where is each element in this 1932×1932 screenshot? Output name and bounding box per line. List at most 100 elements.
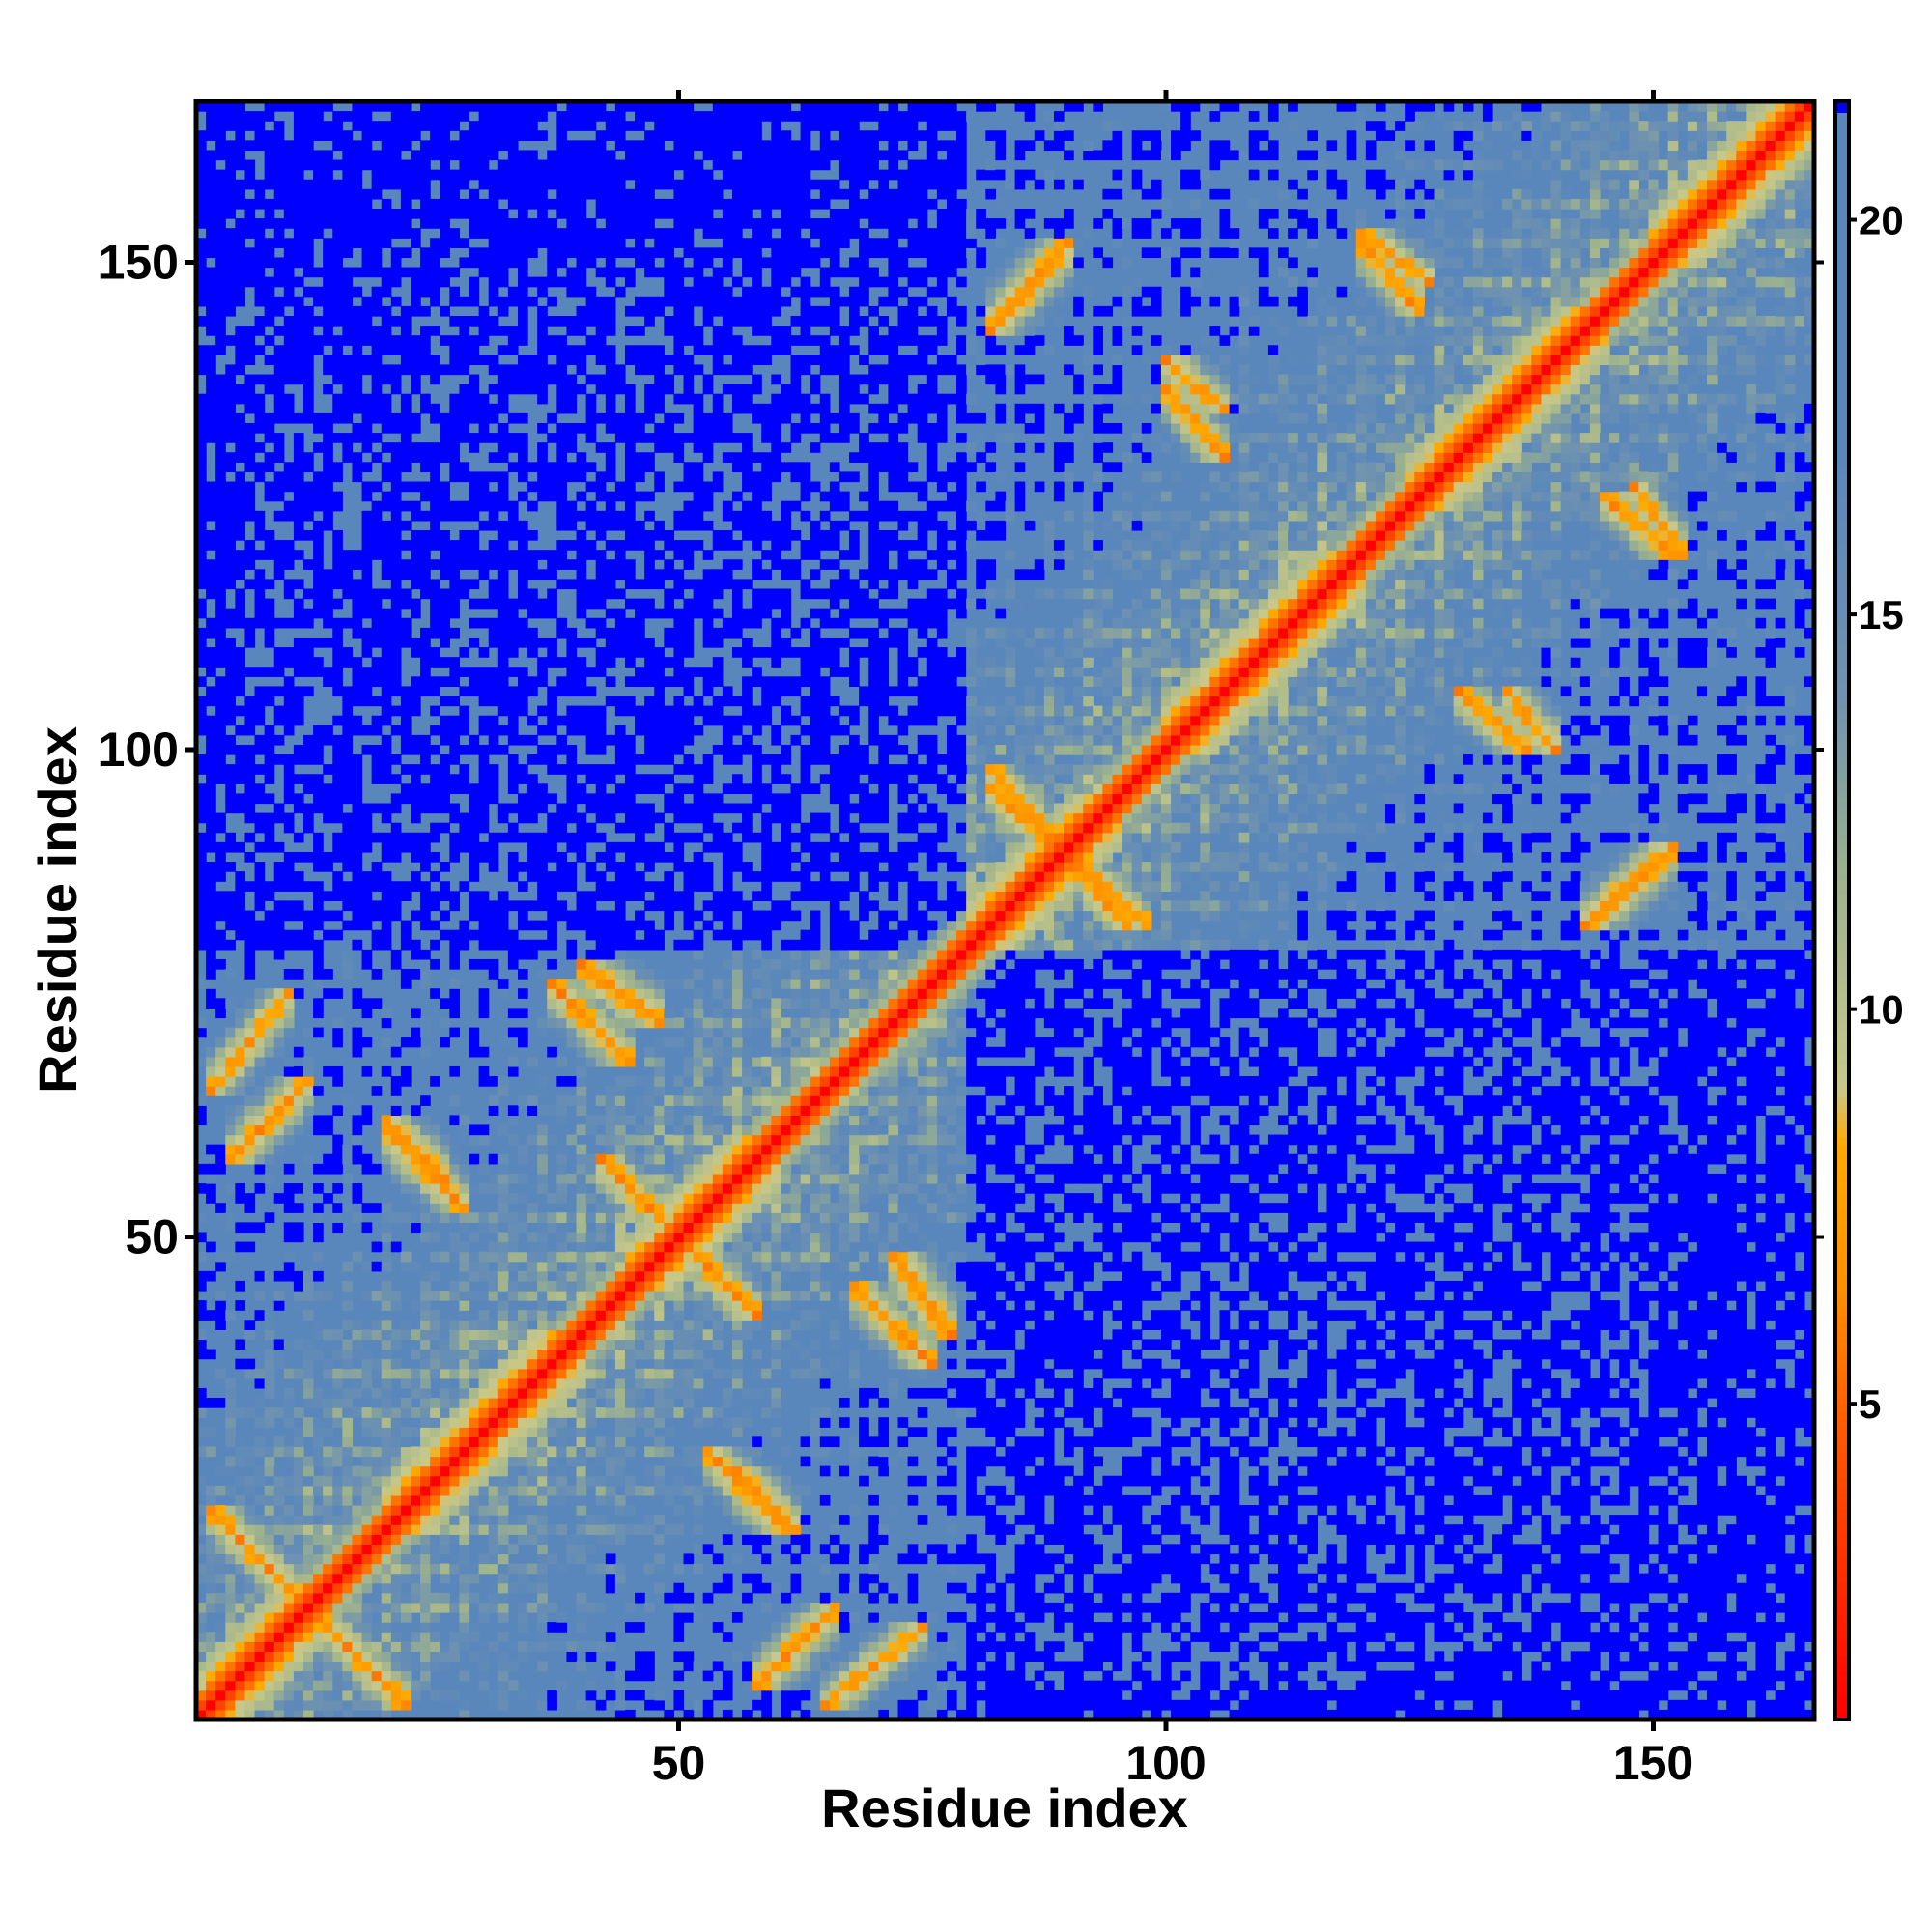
heatmap-cell [497, 433, 509, 443]
heatmap-cell [469, 228, 480, 239]
heatmap-cell [381, 462, 392, 473]
heatmap-cell [196, 559, 207, 570]
heatmap-cell [381, 315, 392, 327]
heatmap-cell [323, 1485, 333, 1496]
heatmap-cell [469, 384, 480, 395]
heatmap-cell [614, 1582, 626, 1594]
heatmap-cell [537, 657, 548, 668]
heatmap-cell [206, 345, 216, 355]
heatmap-cell [302, 1465, 314, 1477]
heatmap-cell [576, 188, 587, 200]
heatmap-cell [352, 851, 363, 863]
heatmap-cell [390, 1680, 402, 1691]
heatmap-cell [371, 335, 383, 346]
heatmap-cell [497, 1417, 509, 1428]
heatmap-cell [254, 1553, 266, 1565]
heatmap-cell [595, 1563, 607, 1575]
heatmap-cell [264, 1582, 275, 1594]
heatmap-cell [566, 169, 578, 181]
heatmap-cell [293, 1427, 304, 1437]
heatmap-cell [507, 958, 519, 970]
heatmap-cell [371, 617, 383, 629]
heatmap-cell [254, 900, 266, 912]
heatmap-cell [517, 1222, 528, 1234]
heatmap-cell [381, 442, 392, 453]
heatmap-cell [235, 1582, 246, 1594]
heatmap-cell [293, 111, 304, 122]
heatmap-cell [235, 705, 246, 717]
heatmap-cell [215, 442, 226, 453]
heatmap-cell [537, 1387, 548, 1399]
heatmap-cell [449, 471, 461, 483]
heatmap-cell [420, 510, 431, 522]
heatmap-cell [576, 637, 587, 648]
heatmap-cell [313, 1699, 324, 1711]
heatmap-cell [614, 1475, 626, 1487]
heatmap-cell [605, 881, 616, 892]
heatmap-cell [342, 812, 354, 824]
heatmap-cell [527, 1534, 538, 1545]
heatmap-cell [537, 188, 548, 200]
heatmap-cell [430, 481, 440, 493]
heatmap-cell [283, 355, 295, 366]
heatmap-cell [595, 529, 607, 541]
heatmap-cell [283, 1602, 295, 1613]
heatmap-cell [206, 286, 216, 298]
heatmap-cell [420, 1563, 431, 1575]
heatmap-cell [430, 871, 440, 882]
heatmap-cell [215, 384, 226, 395]
heatmap-cell [517, 529, 528, 541]
heatmap-cell [430, 267, 440, 278]
heatmap-cell [430, 1124, 440, 1136]
heatmap-cell [352, 452, 363, 463]
heatmap-cell [410, 871, 421, 882]
heatmap-cell [323, 1632, 333, 1642]
heatmap-cell [595, 1163, 607, 1175]
heatmap-cell [547, 1008, 557, 1019]
heatmap-cell [605, 218, 616, 229]
heatmap-cell [410, 228, 421, 239]
heatmap-cell [235, 130, 246, 141]
heatmap-cell [576, 150, 587, 161]
heatmap-cell [478, 754, 490, 765]
heatmap-cell [293, 1095, 304, 1106]
heatmap-cell [273, 188, 285, 200]
heatmap-cell [537, 452, 548, 463]
heatmap-cell [215, 491, 226, 502]
heatmap-cell [517, 238, 528, 248]
heatmap-cell [624, 1690, 636, 1701]
heatmap-cell [537, 862, 548, 872]
heatmap-cell [585, 1690, 597, 1701]
heatmap-cell [478, 793, 490, 805]
heatmap-cell [254, 1661, 266, 1672]
heatmap-cell [361, 267, 373, 278]
heatmap-cell [225, 1124, 236, 1136]
heatmap-cell [537, 374, 548, 385]
heatmap-cell [244, 1222, 256, 1234]
heatmap-cell [566, 267, 578, 278]
heatmap-cell [449, 744, 461, 755]
heatmap-cell [566, 1310, 578, 1321]
heatmap-cell [400, 969, 412, 980]
heatmap-cell [302, 812, 314, 824]
heatmap-cell [585, 871, 597, 882]
heatmap-cell [440, 481, 450, 493]
heatmap-cell [381, 1417, 392, 1428]
heatmap-cell [430, 1612, 440, 1623]
heatmap-cell [400, 1670, 412, 1682]
heatmap-cell [244, 1534, 256, 1545]
heatmap-cell [517, 1622, 528, 1633]
heatmap-cell [323, 462, 333, 473]
heatmap-cell [430, 169, 440, 181]
heatmap-cell [381, 1427, 392, 1437]
heatmap-cell [293, 1115, 304, 1126]
heatmap-cell [614, 988, 626, 999]
heatmap-cell [293, 598, 304, 610]
heatmap-cell [469, 793, 480, 805]
heatmap-cell [517, 188, 528, 200]
heatmap-cell [507, 1456, 519, 1467]
heatmap-cell [352, 433, 363, 443]
heatmap-cell [605, 1339, 616, 1350]
heatmap-cell [264, 355, 275, 366]
heatmap-cell [302, 1065, 314, 1077]
